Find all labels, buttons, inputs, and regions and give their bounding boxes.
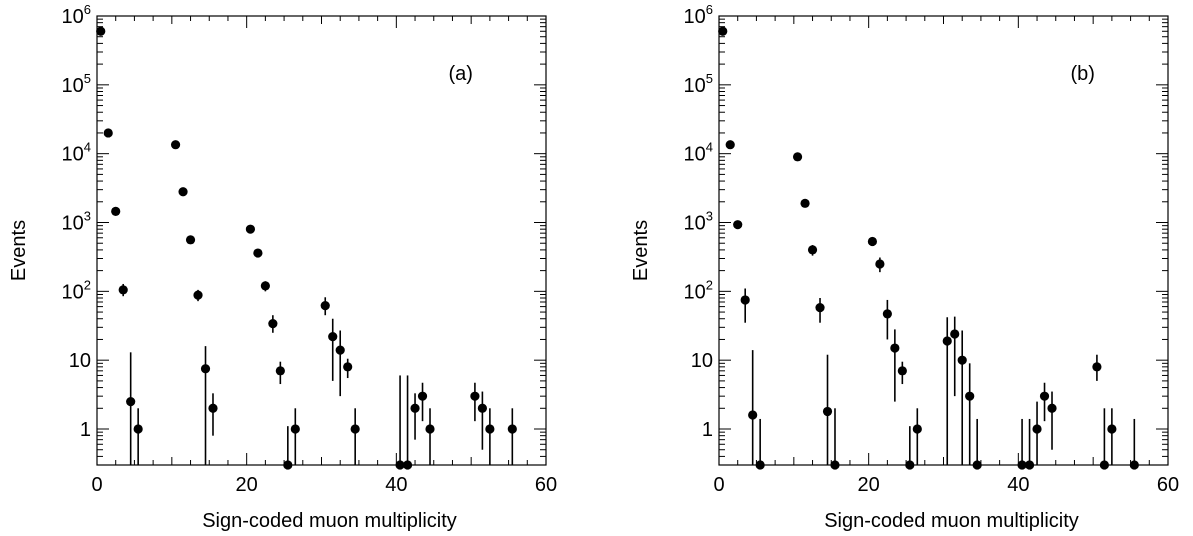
plot-frame [718, 15, 1169, 466]
data-point [103, 128, 113, 138]
data-point [417, 391, 428, 401]
y-tick-label: 10 [691, 350, 713, 372]
data-point [718, 26, 728, 36]
x-tick-label: 40 [1007, 474, 1029, 496]
data-point [470, 391, 480, 401]
x-tick-label: 40 [385, 474, 407, 496]
data-point [126, 397, 136, 407]
y-tick-label: 104 [62, 140, 91, 166]
data-point [275, 366, 285, 376]
y-axis-title: Events [8, 220, 30, 281]
data-point [1099, 460, 1109, 470]
data-point [867, 236, 878, 247]
panel-label: (b) [1070, 63, 1094, 85]
data-point [425, 424, 435, 434]
chart-panel-b: 0 20 40 60 1 10 102 103 104 105 106 Sign-coded muon… [630, 2, 1179, 532]
data-point [245, 224, 256, 234]
data-point [882, 309, 892, 319]
data-point [111, 206, 121, 216]
y-tick-label: 105 [684, 71, 713, 97]
x-tick-label: 20 [236, 474, 258, 496]
data-point [193, 290, 203, 300]
x-axis-title: Sign-coded muon multiplicity [202, 510, 457, 532]
data-point [1107, 424, 1117, 434]
data-point [957, 355, 967, 365]
data-point [748, 410, 758, 420]
data-point [740, 295, 750, 305]
data-point [133, 424, 143, 434]
y-tick-label: 1 [80, 419, 91, 441]
data-point [942, 336, 952, 346]
data-point [1032, 424, 1042, 434]
y-tick-label: 10 [69, 350, 91, 372]
data-point [950, 329, 960, 339]
data-point [328, 332, 338, 342]
panel-label: (a) [448, 63, 472, 85]
x-tick-label: 0 [91, 474, 102, 496]
data-point [410, 403, 420, 413]
data-point [965, 391, 975, 401]
data-point [733, 220, 743, 230]
data-point [912, 424, 922, 434]
data-point [905, 460, 915, 470]
x-tick-label: 60 [535, 474, 557, 496]
data-point [897, 366, 907, 376]
data-point [1017, 460, 1027, 470]
data-point [208, 403, 218, 413]
data-point [185, 235, 196, 245]
data-point [1092, 362, 1102, 372]
data-point [253, 248, 263, 258]
data-point [283, 460, 293, 470]
data-point [395, 460, 405, 470]
data-point [268, 318, 278, 329]
data-point [792, 152, 803, 162]
data-point [320, 301, 330, 311]
data-point [972, 460, 982, 470]
x-tick-label: 60 [1157, 474, 1179, 496]
y-tick-label: 105 [62, 71, 91, 97]
y-tick-label: 104 [684, 140, 713, 166]
data-point [350, 424, 360, 434]
x-axis-title: Sign-coded muon multiplicity [824, 510, 1079, 532]
x-tick-label: 0 [713, 474, 724, 496]
data-point [822, 406, 833, 417]
data-point [507, 424, 517, 434]
data-point [1024, 460, 1035, 470]
data-point [477, 403, 487, 413]
y-tick-label: 103 [62, 209, 91, 235]
data-point [343, 362, 353, 372]
data-point [200, 364, 211, 374]
y-tick-label: 102 [62, 277, 91, 303]
data-point [290, 424, 300, 434]
data-point [402, 460, 413, 470]
data-point [485, 424, 495, 434]
data-point [807, 245, 818, 255]
y-axis-title: Events [630, 220, 652, 281]
data-point [1047, 403, 1057, 413]
data-point [755, 460, 765, 470]
x-tick-label: 20 [858, 474, 880, 496]
data-point [178, 187, 188, 197]
data-point [725, 140, 735, 150]
chart-panel-a: 0 20 40 60 1 10 102 103 104 105 106 Sign-coded muon… [8, 2, 557, 532]
data-point [830, 460, 840, 470]
data-point [815, 303, 825, 313]
data-point [118, 285, 128, 295]
data-point [875, 259, 885, 269]
data-point [335, 345, 345, 355]
data-point [890, 343, 900, 353]
data-point [260, 281, 270, 291]
data-point [1129, 460, 1139, 470]
y-tick-label: 1 [702, 419, 713, 441]
y-tick-label: 103 [684, 209, 713, 235]
y-tick-label: 106 [62, 2, 91, 28]
data-point [800, 198, 810, 208]
data-point [170, 140, 181, 150]
y-tick-label: 106 [684, 2, 713, 28]
data-point [1039, 391, 1050, 401]
y-tick-label: 102 [684, 277, 713, 303]
data-point [96, 26, 106, 36]
